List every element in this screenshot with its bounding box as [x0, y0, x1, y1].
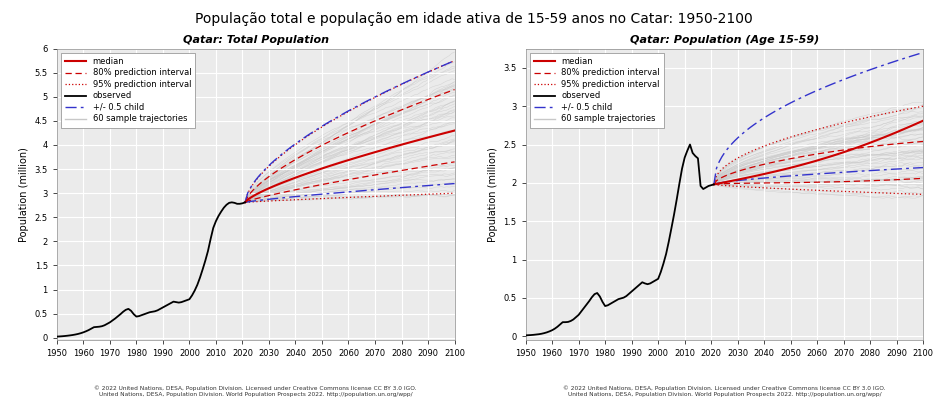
Legend: median, 80% prediction interval, 95% prediction interval, observed, +/- 0.5 chil: median, 80% prediction interval, 95% pre… — [529, 53, 664, 128]
Legend: median, 80% prediction interval, 95% prediction interval, observed, +/- 0.5 chil: median, 80% prediction interval, 95% pre… — [61, 53, 195, 128]
Y-axis label: Population (million): Population (million) — [488, 147, 498, 242]
Y-axis label: Population (million): Population (million) — [19, 147, 29, 242]
Text: População total e população em idade ativa de 15-59 anos no Catar: 1950-2100: População total e população em idade ati… — [195, 12, 752, 26]
Text: © 2022 United Nations, DESA, Population Division. Licensed under Creative Common: © 2022 United Nations, DESA, Population … — [95, 386, 417, 397]
Title: Qatar: Population (Age 15-59): Qatar: Population (Age 15-59) — [630, 35, 819, 45]
Text: © 2022 United Nations, DESA, Population Division. Licensed under Creative Common: © 2022 United Nations, DESA, Population … — [563, 386, 885, 397]
Title: Qatar: Total Population: Qatar: Total Population — [183, 35, 329, 45]
